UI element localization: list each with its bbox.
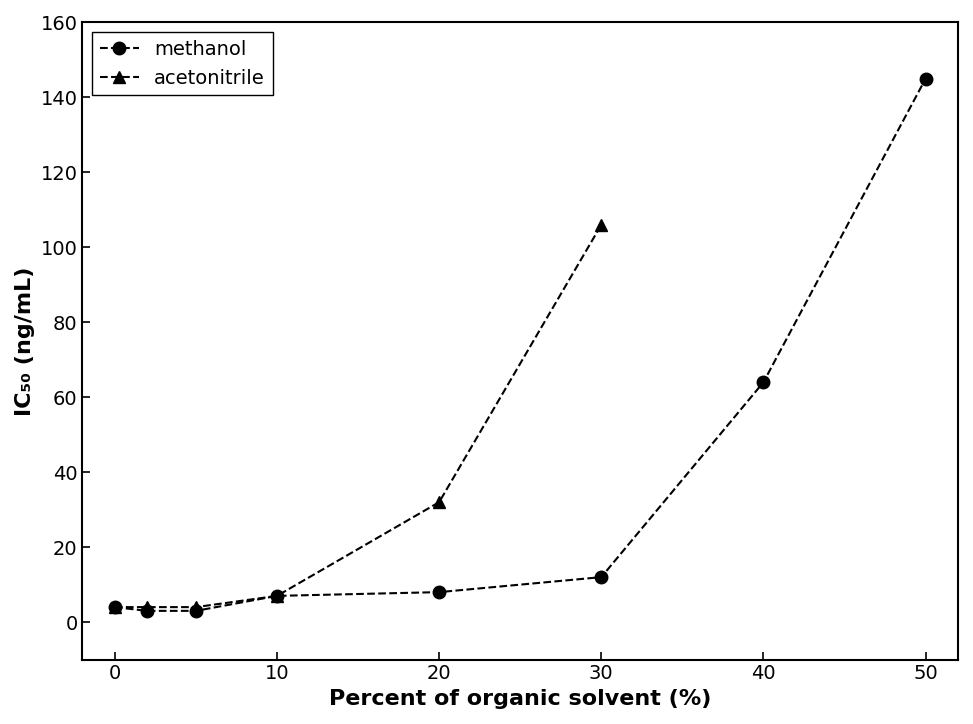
methanol xyxy=(758,378,770,387)
methanol xyxy=(109,603,121,612)
Line: acetonitrile: acetonitrile xyxy=(109,219,607,613)
X-axis label: Percent of organic solvent (%): Percent of organic solvent (%) xyxy=(329,689,711,709)
Y-axis label: IC₅₀ (ng/mL): IC₅₀ (ng/mL) xyxy=(15,266,35,416)
acetonitrile xyxy=(271,592,283,600)
acetonitrile xyxy=(595,221,607,230)
Legend: methanol, acetonitrile: methanol, acetonitrile xyxy=(92,33,272,96)
methanol xyxy=(141,607,153,615)
acetonitrile xyxy=(109,603,121,612)
methanol xyxy=(433,588,445,597)
methanol xyxy=(919,75,931,83)
acetonitrile xyxy=(141,603,153,612)
methanol xyxy=(190,607,201,615)
Line: methanol: methanol xyxy=(109,72,932,617)
acetonitrile xyxy=(433,498,445,507)
methanol xyxy=(271,592,283,600)
methanol xyxy=(595,573,607,581)
acetonitrile xyxy=(190,603,201,612)
